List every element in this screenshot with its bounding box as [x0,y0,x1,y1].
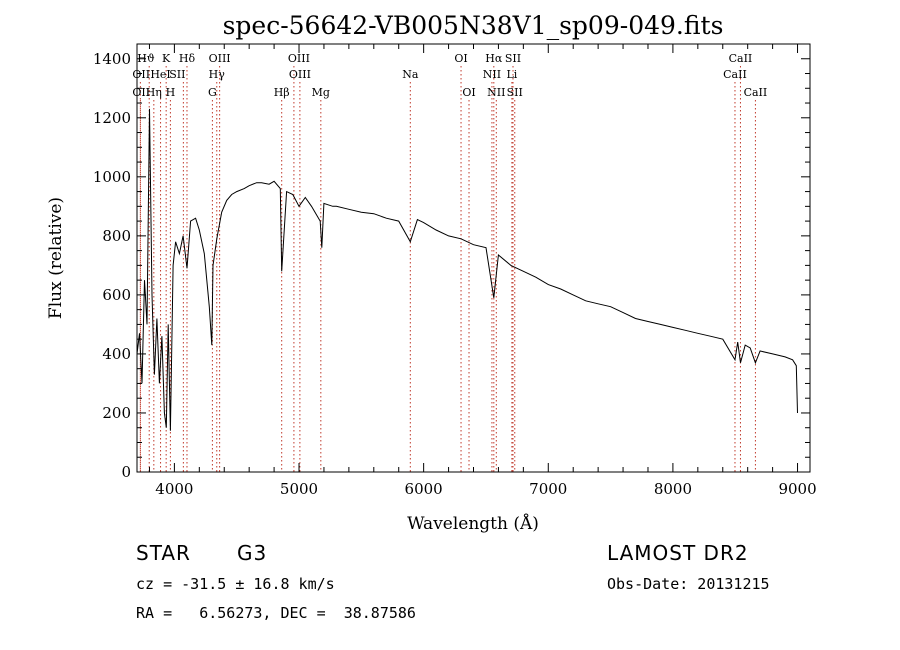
line-label: OI [462,86,475,99]
x-tick-label: 9000 [778,480,816,498]
x-axis-label: Wavelength (Å) [407,513,539,534]
plot-frame [136,43,811,473]
y-tick-label: 1400 [93,50,131,68]
line-label: SII [507,86,523,99]
x-tick-label: 4000 [155,480,193,498]
survey-name: LAMOST DR2 [607,541,749,565]
subclass: G3 [237,541,268,565]
y-tick-label: 400 [102,345,131,363]
x-tick-label: 5000 [280,480,318,498]
line-markers [139,66,756,472]
line-label: CaII [729,52,753,65]
line-label: Hα [485,52,503,65]
line-label: HeI [150,68,170,81]
line-label: CaII [744,86,768,99]
y-axis-label: Flux (relative) [46,197,66,319]
line-label: Hη [146,86,162,99]
coordinates: RA = 6.56273, DEC = 38.87586 [136,604,416,622]
y-tick-label: 800 [102,227,131,245]
line-label: K [162,52,171,65]
y-axis: 0 200 400 600 800 1000 1200 1400 [93,50,810,481]
obs-date: Obs-Date: 20131215 [607,575,770,593]
chart-title: spec-56642-VB005N38V1_sp09-049.fits [223,11,724,40]
object-class: STAR [136,541,191,565]
spectrum-series-line [136,108,798,431]
line-label: G [208,86,217,99]
line-label: OII [132,68,150,81]
y-tick-label: 1200 [93,109,131,127]
line-label: SII [505,52,521,65]
y-tick-label: 600 [102,286,131,304]
y-tick-label: 0 [121,463,131,481]
line-label: Li [506,68,517,81]
y-tick-label: 200 [102,404,131,422]
line-label: SII [169,68,185,81]
line-label: OIII [289,68,311,81]
line-label: OI [454,52,467,65]
redshift-cz: cz = -31.5 ± 16.8 km/s [136,575,335,593]
line-label: OIII [209,52,231,65]
line-label: Hβ [274,86,290,99]
line-label: Hγ [209,68,226,81]
x-tick-label: 7000 [529,480,567,498]
x-tick-label: 8000 [654,480,692,498]
line-label: NII [487,86,505,99]
line-label: Hϑ [137,52,155,65]
line-label: Mg [312,86,330,99]
x-axis: 4000 5000 6000 7000 8000 9000 [148,44,817,498]
line-label: CaII [723,68,747,81]
line-label: OIII [288,52,310,65]
line-label: Hδ [179,52,196,65]
line-label: NII [483,68,501,81]
line-label: H [166,86,176,99]
x-tick-label: 6000 [405,480,443,498]
line-label: Na [402,68,419,81]
y-tick-label: 1000 [93,168,131,186]
